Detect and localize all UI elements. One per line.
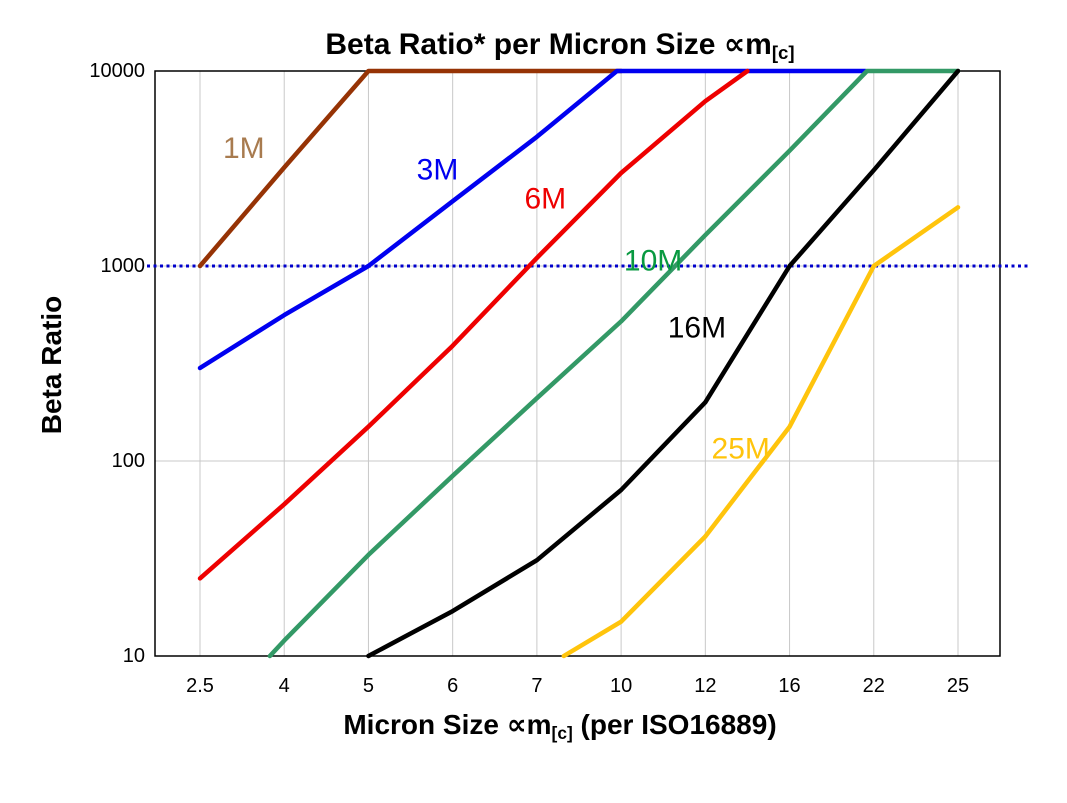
series-line-3M (197, 68, 868, 371)
x-tick-label: 6 (447, 675, 458, 697)
x-axis-title: Micron Size ∝m[c] (per ISO16889) (115, 709, 1005, 743)
series-label-16M: 16M (668, 312, 726, 345)
x-tick-label: 2.5 (186, 675, 214, 697)
series-label-10M: 10M (624, 245, 682, 278)
x-tick-label: 16 (778, 675, 800, 697)
y-tick-label: 10000 (89, 60, 145, 82)
series-line-10M (267, 68, 961, 659)
y-tick-label: 100 (112, 450, 145, 472)
series-label-25M: 25M (712, 433, 770, 466)
series-label-3M: 3M (417, 154, 459, 187)
x-tick-label: 25 (947, 675, 969, 697)
series-line-6M (197, 68, 750, 581)
y-tick-label: 1000 (101, 255, 146, 277)
chart-title-subscript: [c] (771, 42, 795, 64)
chart-title: Beta Ratio* per Micron Size ∝m[c] (115, 28, 1005, 64)
x-tick-label: 10 (610, 675, 632, 697)
series-line-1M (197, 68, 624, 269)
x-axis-title-subscript: [c] (551, 722, 573, 743)
y-axis-title: Beta Ratio (36, 295, 67, 435)
x-axis-title-text: Micron Size ∝m (343, 709, 552, 740)
x-tick-label: 7 (531, 675, 542, 697)
chart-title-text: Beta Ratio* per Micron Size ∝m (325, 28, 772, 61)
x-axis-title-tail: (per ISO16889) (572, 709, 777, 740)
x-tick-label: 4 (279, 675, 290, 697)
x-tick-label: 12 (694, 675, 716, 697)
series-label-6M: 6M (524, 183, 566, 216)
x-tick-label: 22 (863, 675, 885, 697)
x-tick-label: 5 (363, 675, 374, 697)
series-label-1M: 1M (223, 132, 265, 165)
series-line-16M (366, 68, 961, 659)
series-line-25M (561, 205, 961, 659)
y-tick-label: 10 (123, 645, 145, 667)
